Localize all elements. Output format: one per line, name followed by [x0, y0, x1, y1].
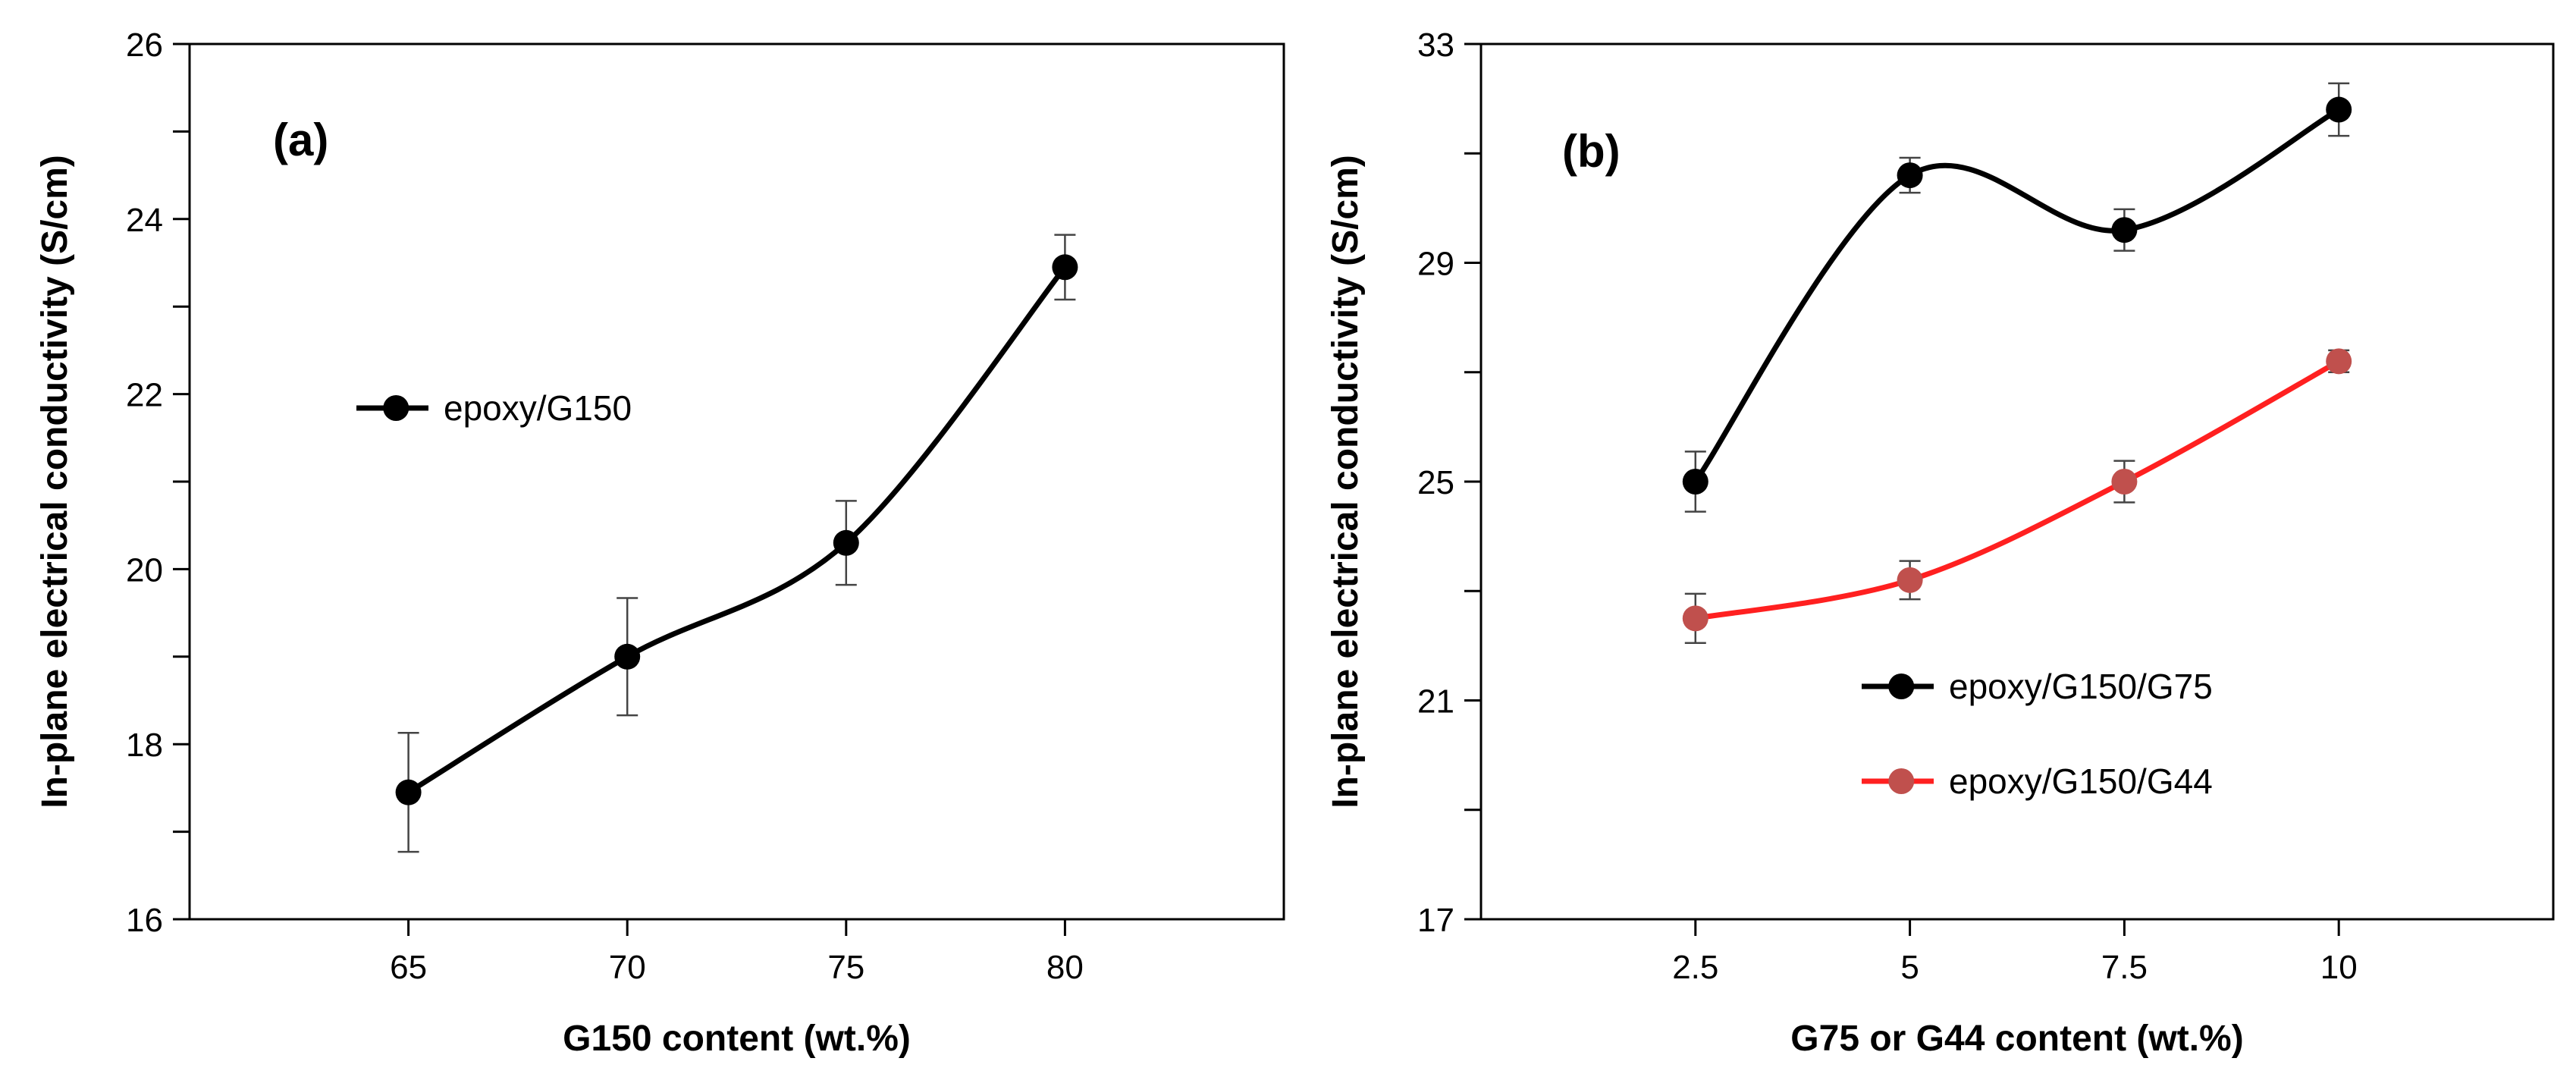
data-point — [1682, 469, 1708, 495]
y-tick-label: 16 — [126, 902, 163, 939]
data-point — [1052, 254, 1078, 281]
chart-panel-b: 17 21 25 29 33 2.5 5 7.5 10 G75 or G44 content (w… — [1326, 27, 2555, 1059]
data-point — [833, 529, 859, 556]
data-point — [2111, 217, 2138, 243]
series-1 — [395, 234, 1078, 853]
x-axis-title: G150 content (wt.%) — [563, 1019, 911, 1059]
y-tick-label: 20 — [126, 551, 163, 589]
data-point — [2111, 469, 2138, 495]
y-tick-label: 18 — [126, 727, 163, 764]
data-point — [2326, 96, 2352, 123]
y-tick-label: 17 — [1417, 902, 1454, 939]
series-line — [1693, 107, 2340, 484]
y-axis-title: In-plane electrical conductivity (S/cm) — [35, 155, 75, 809]
plot-frame — [188, 42, 1285, 921]
y-tick-label: 22 — [126, 377, 163, 414]
series-line — [1695, 359, 2340, 621]
chart-panel-a: 16 18 20 22 24 26 65 70 75 80 G150 content (wt.%) I… — [35, 27, 1285, 1059]
legend-entry: epoxy/G150/G44 — [1862, 761, 2213, 801]
x-tick-label: 75 — [827, 949, 864, 986]
panel-label: (b) — [1562, 126, 1621, 177]
y-tick-label: 24 — [126, 202, 163, 239]
x-tick-label: 2.5 — [1672, 949, 1718, 986]
data-point — [1897, 567, 1923, 593]
series-1 — [1682, 82, 2352, 513]
legend-label: epoxy/G150/G44 — [1949, 761, 2213, 801]
legend-entry: epoxy/G150/G75 — [1862, 667, 2213, 706]
y-tick-label: 26 — [126, 27, 163, 64]
x-tick-label: 80 — [1046, 949, 1084, 986]
y-tick-label: 25 — [1417, 464, 1454, 501]
legend-marker — [1888, 674, 1915, 699]
data-point — [2326, 348, 2352, 375]
legend-marker — [383, 395, 409, 421]
x-axis-title: G75 or G44 content (wt.%) — [1790, 1019, 2243, 1059]
legend-label: epoxy/G150/G75 — [1949, 667, 2213, 706]
series-line — [406, 265, 1068, 795]
x-tick-label: 7.5 — [2101, 949, 2148, 986]
panel-label: (a) — [273, 115, 328, 165]
series-2 — [1682, 348, 2352, 645]
legend-marker — [1888, 768, 1915, 794]
data-point — [1897, 162, 1923, 189]
data-point — [1682, 605, 1708, 632]
legend-entry: epoxy/G150 — [356, 388, 632, 428]
y-tick-label: 33 — [1417, 27, 1454, 64]
x-tick-label: 65 — [390, 949, 427, 986]
data-point — [395, 779, 422, 805]
y-axis-title: In-plane electrical conductivity (S/cm) — [1326, 155, 1366, 809]
data-point — [614, 643, 641, 670]
y-tick-label: 21 — [1417, 683, 1454, 721]
x-tick-label: 70 — [609, 949, 646, 986]
x-tick-label: 10 — [2320, 949, 2358, 986]
y-tick-label: 29 — [1417, 246, 1454, 283]
x-tick-label: 5 — [1900, 949, 1919, 986]
legend-label: epoxy/G150 — [444, 388, 632, 428]
